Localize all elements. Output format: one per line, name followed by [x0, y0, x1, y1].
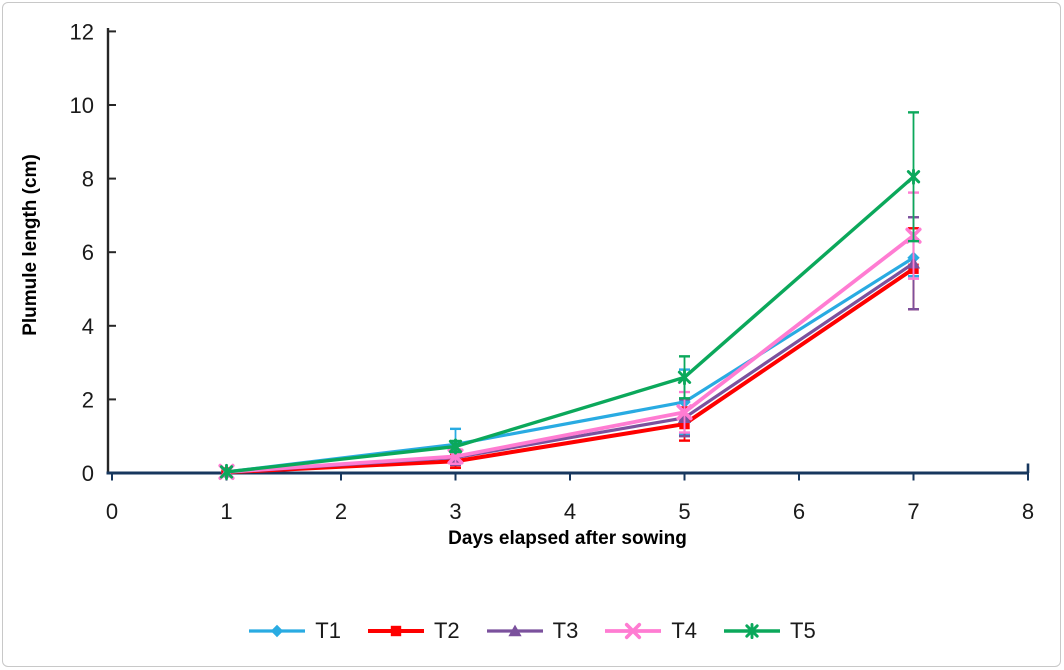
legend-label: T5 [790, 618, 816, 643]
x-tick-label: 2 [335, 499, 347, 524]
legend-marker-triangle-icon [486, 624, 543, 637]
series-T5 [219, 111, 921, 480]
legend: T1 T2 T3 T4 T5 [0, 618, 1064, 644]
y-tick-label: 2 [82, 387, 94, 412]
x-axis-title: Days elapsed after sowing [448, 528, 687, 549]
legend-label: T1 [315, 618, 341, 643]
y-axis: 0 2 4 6 8 10 12 [70, 19, 116, 486]
legend-item-T2: T2 [367, 618, 460, 644]
y-tick-label: 8 [82, 167, 94, 192]
y-tick-label: 0 [82, 461, 94, 486]
legend-marker-x-icon [605, 622, 662, 640]
legend-item-T3: T3 [486, 618, 579, 644]
legend-marker-square-icon [367, 625, 424, 637]
y-tick-label: 4 [82, 314, 94, 339]
legend-item-T5: T5 [723, 618, 816, 644]
y-tick-label: 10 [70, 93, 94, 118]
y-tick-label: 12 [70, 19, 94, 44]
legend-label: T3 [552, 618, 579, 643]
series-T3 [219, 216, 921, 478]
x-tick-label: 5 [678, 499, 690, 524]
x-tick-label: 1 [220, 499, 232, 524]
x-tick-label: 0 [106, 499, 118, 524]
legend-item-T4: T4 [604, 618, 697, 644]
x-tick-label: 8 [1022, 499, 1034, 524]
y-tick-label: 6 [82, 240, 94, 265]
legend-marker-asterisk-icon [724, 622, 781, 640]
x-tick-label: 3 [449, 499, 461, 524]
legend-label: T4 [671, 618, 698, 643]
legend-item-T1: T1 [248, 618, 341, 644]
x-tick-label: 7 [907, 499, 919, 524]
x-tick-label: 4 [564, 499, 576, 524]
x-tick-label: 6 [793, 499, 805, 524]
x-axis: 0 1 2 3 4 5 6 7 8 [106, 463, 1034, 524]
legend-label: T2 [433, 618, 460, 643]
legend-marker-diamond-icon [249, 624, 306, 638]
y-axis-title: Plumule length (cm) [20, 154, 41, 336]
